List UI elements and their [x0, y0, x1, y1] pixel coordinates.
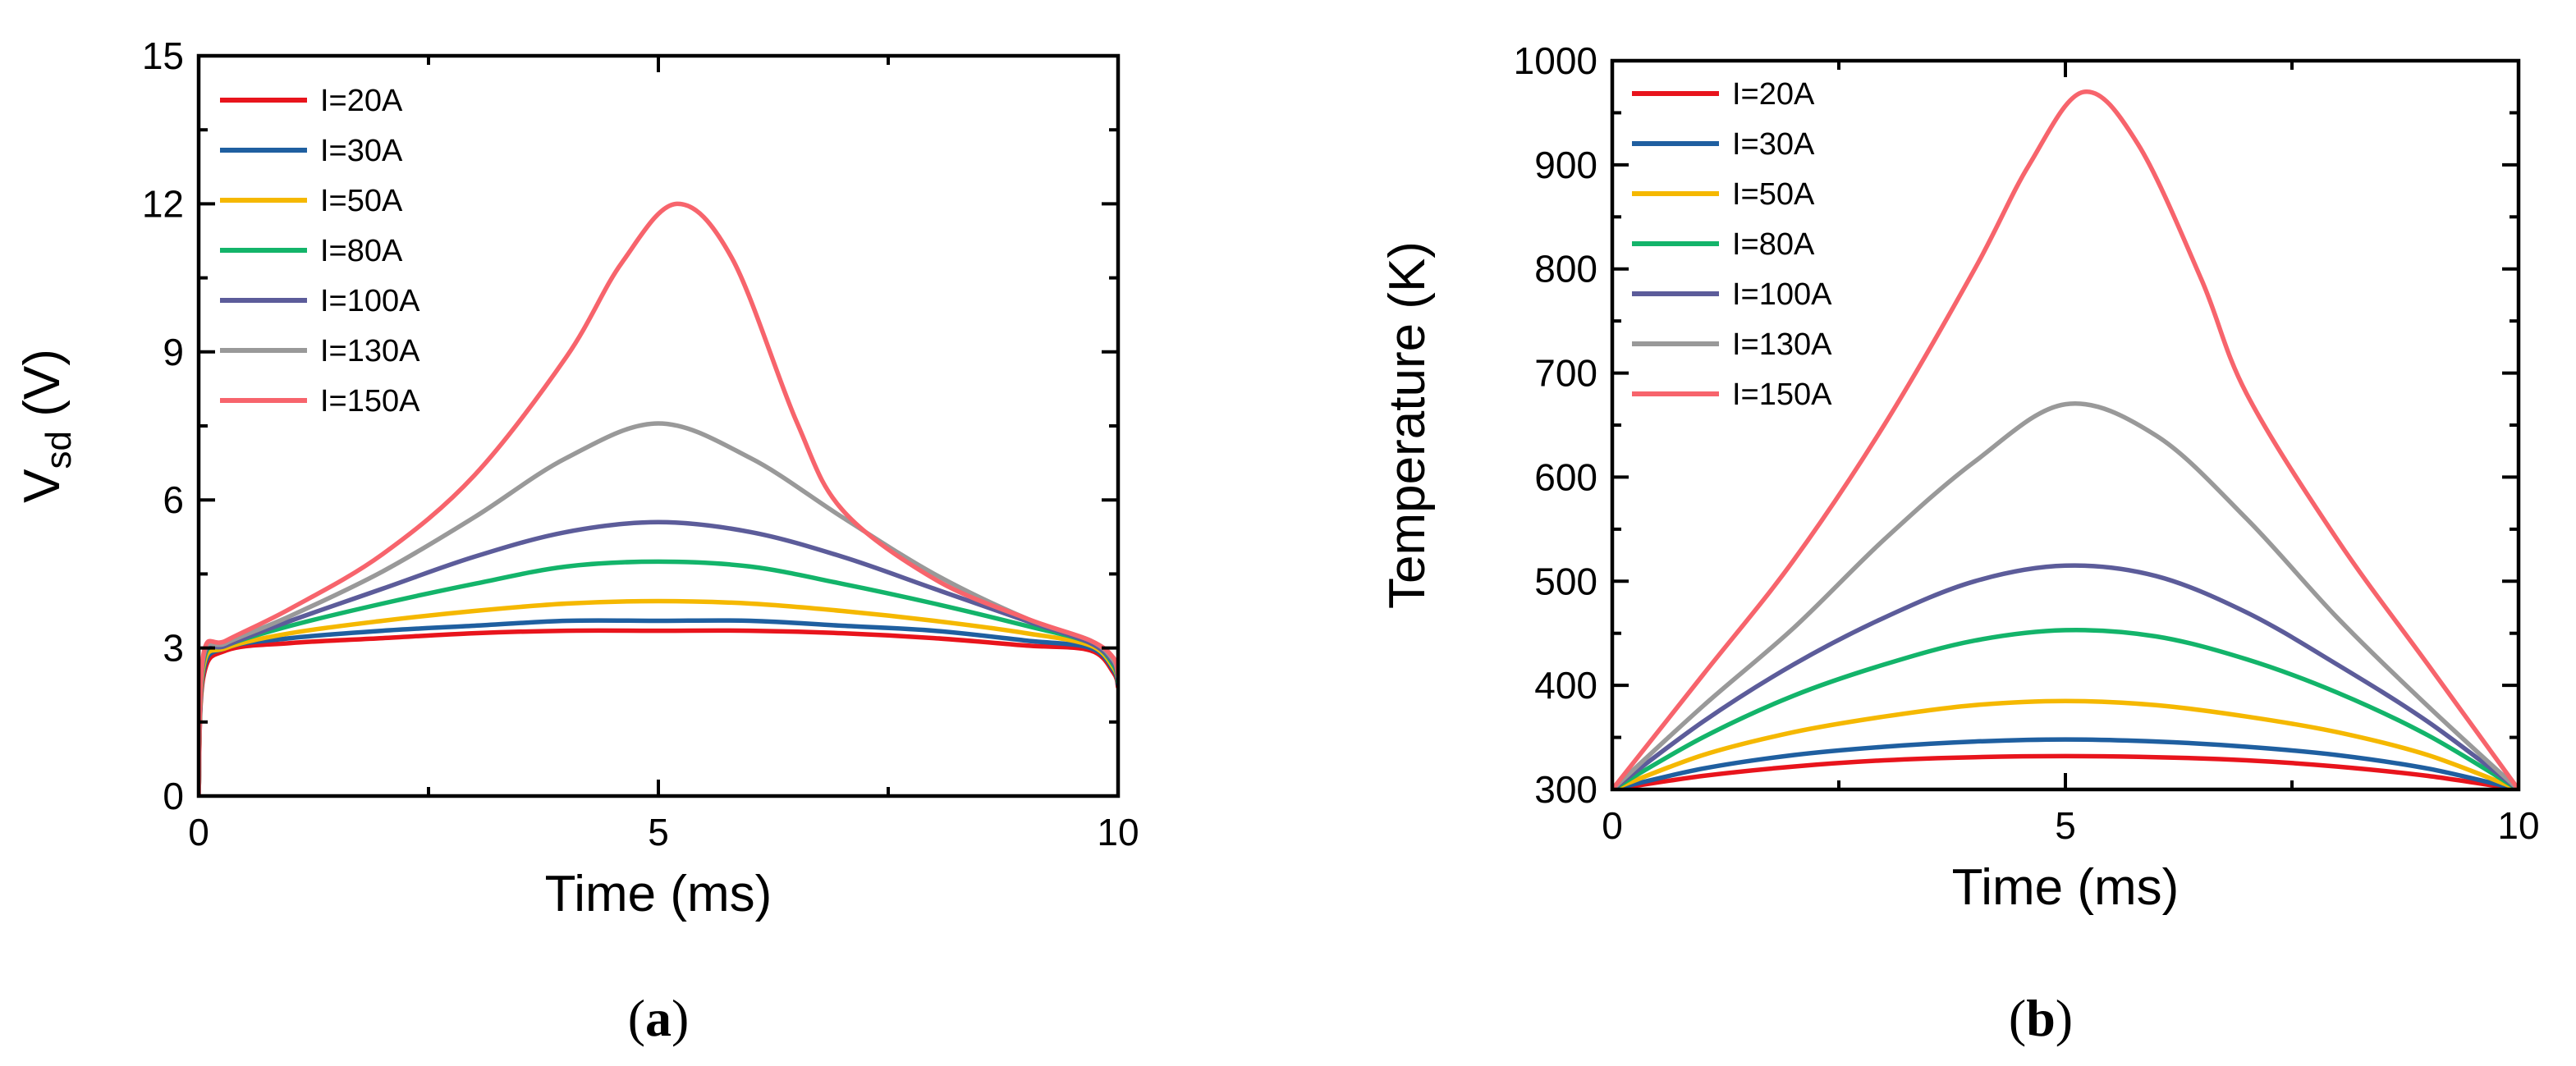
legend-label: I=50A [320, 184, 403, 218]
y-tick-label: 500 [1534, 560, 1597, 602]
series-line-i-130a [199, 421, 1118, 796]
y-axis-title: Vsd (V) [14, 349, 79, 503]
x-tick-label: 10 [1097, 811, 1139, 853]
series-line-i-30a [199, 618, 1118, 796]
legend-label: I=30A [320, 134, 403, 168]
caption-b: (b) [2009, 989, 2073, 1047]
series-line-i-100a [1612, 563, 2519, 789]
y-tick-label: 700 [1534, 352, 1597, 395]
y-tick-label: 15 [142, 34, 184, 77]
legend-label: I=50A [1732, 177, 1815, 212]
y-tick-label: 6 [163, 478, 184, 521]
legend-label: I=150A [1732, 377, 1832, 412]
series-group [1612, 89, 2519, 789]
series-line-i-50a [199, 598, 1118, 796]
x-axis-title: Time (ms) [545, 866, 772, 922]
y-tick-label: 0 [163, 775, 184, 817]
x-tick-label: 0 [1602, 804, 1623, 847]
y-tick-label: 900 [1534, 144, 1597, 186]
series-line-i-50a [1612, 698, 2519, 789]
series-line-i-80a [1612, 628, 2519, 789]
caption-a: (a) [628, 989, 690, 1047]
x-tick-label: 5 [2055, 804, 2076, 847]
y-axis-title-main: V [14, 469, 71, 503]
legend-label: I=80A [1732, 227, 1815, 262]
legend-label: I=80A [320, 234, 403, 268]
series-line-i-30a [1612, 737, 2519, 789]
x-tick-label: 0 [188, 811, 209, 853]
y-axis-title-unit: (V) [14, 349, 71, 431]
legend-label: I=30A [1732, 127, 1815, 162]
legend-label: I=130A [1732, 327, 1832, 362]
legend: I=20A I=30A I=50A I=80A I=100A I=130A I=150A [220, 84, 420, 419]
x-tick-label: 10 [2497, 804, 2539, 847]
series-line-i-150a [1612, 89, 2519, 789]
legend-label: I=130A [320, 334, 420, 368]
y-tick-label: 800 [1534, 248, 1597, 291]
legend-label: I=100A [1732, 277, 1832, 312]
legend-label: I=20A [1732, 77, 1815, 112]
series-line-i-20a [1612, 753, 2519, 789]
y-tick-label: 3 [163, 627, 184, 670]
legend-label: I=150A [320, 384, 420, 419]
series-group [199, 201, 1118, 796]
chart-panel-b: 0 5 10 300 400 500 600 700 800 900 1000 Time (ms) Te… [1379, 39, 2540, 916]
y-axis-title: Temperature (K) [1379, 241, 1436, 609]
y-tick-label: 9 [163, 331, 184, 373]
x-tick-label: 5 [648, 811, 669, 853]
series-line-i-20a [199, 628, 1118, 796]
series-line-i-130a [1612, 401, 2519, 789]
series-line-i-150a [199, 201, 1118, 796]
x-axis-title: Time (ms) [1952, 859, 2180, 916]
y-tick-label: 600 [1534, 455, 1597, 498]
y-axis-title-subscript: sd [39, 431, 79, 469]
legend: I=20A I=30A I=50A I=80A I=100A I=130A I=150A [1632, 77, 1832, 412]
plot-frame [1610, 58, 2521, 792]
y-tick-label: 1000 [1514, 39, 1597, 82]
y-tick-label: 300 [1534, 768, 1597, 811]
legend-label: I=100A [320, 284, 420, 318]
legend-label: I=20A [320, 84, 403, 118]
y-tick-label: 400 [1534, 664, 1597, 707]
y-tick-label: 12 [142, 182, 184, 225]
